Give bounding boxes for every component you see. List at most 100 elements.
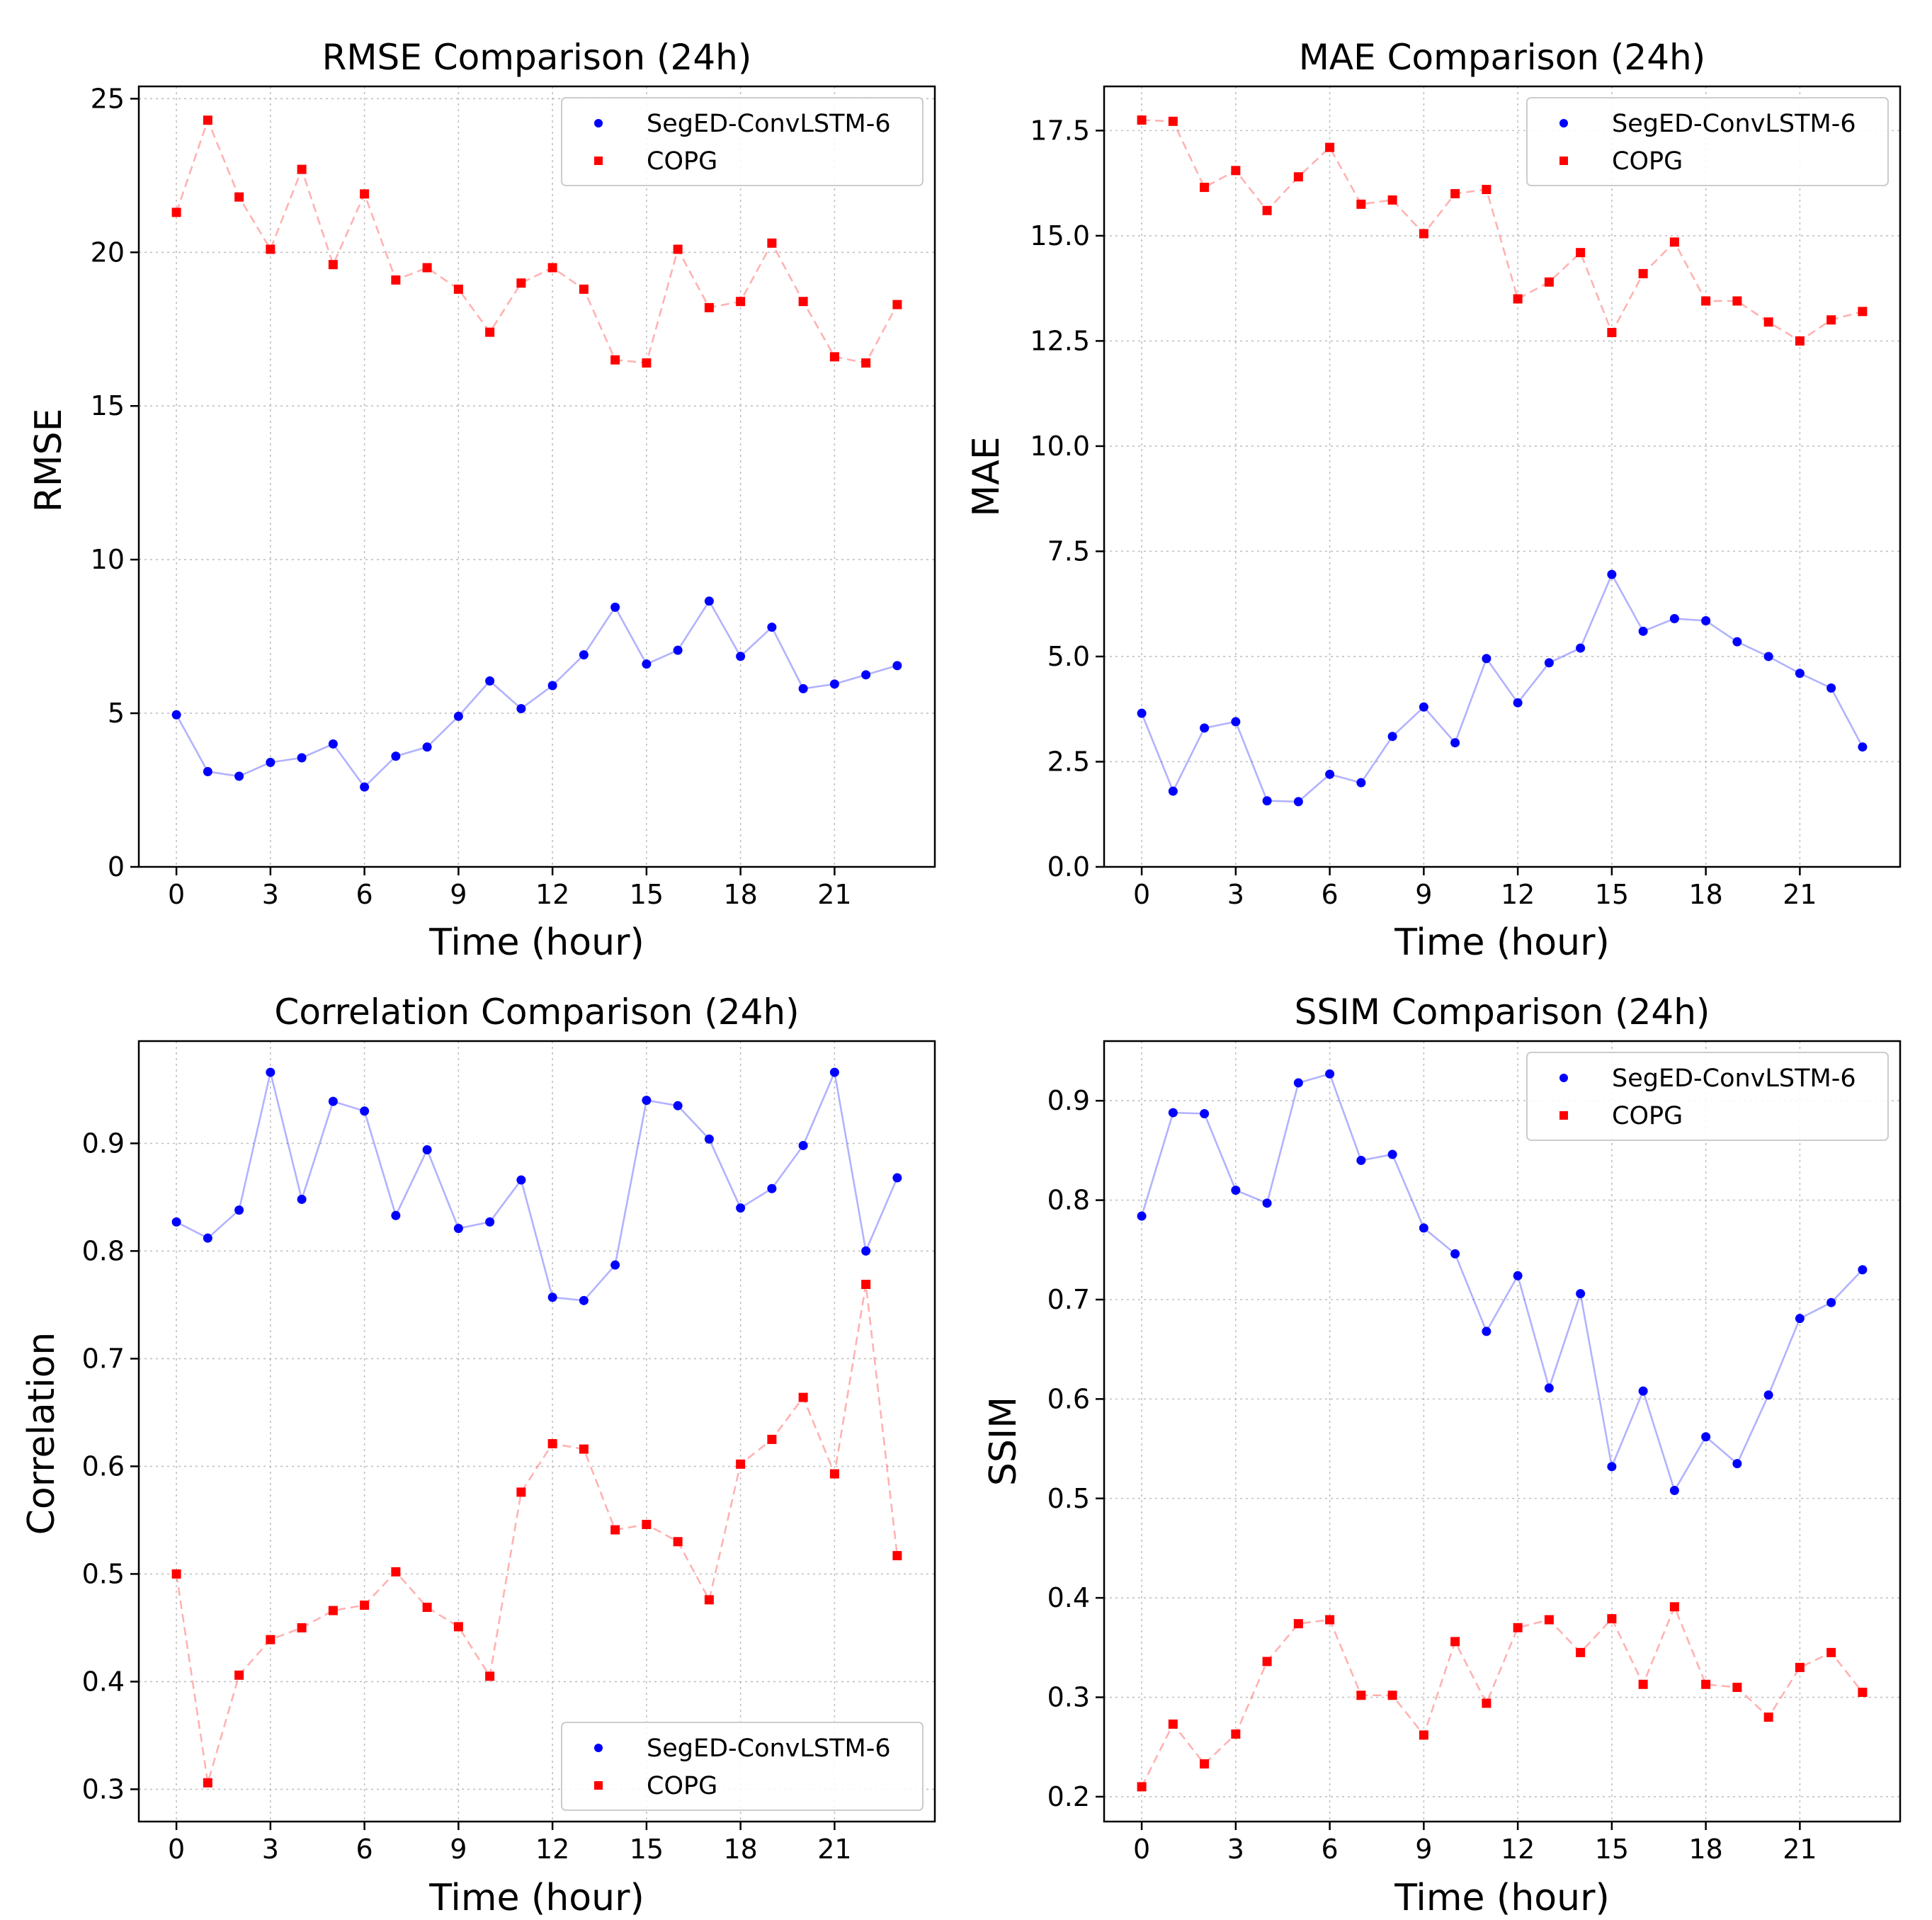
- data-point-copg: [767, 1434, 777, 1444]
- y-tick-label: 0.0: [1047, 851, 1090, 882]
- y-tick-label: 0.3: [82, 1773, 125, 1805]
- x-tick-label: 21: [1783, 1834, 1817, 1865]
- legend-box: [1526, 1052, 1889, 1141]
- data-point-copg: [642, 1519, 652, 1529]
- legend-marker-segedconvlstm: [594, 1744, 603, 1752]
- data-point-segedconvlstm: [1450, 1249, 1460, 1259]
- data-point-segedconvlstm: [171, 710, 181, 720]
- rmse-legend: SegED-ConvLSTM-6 COPG: [561, 97, 924, 186]
- data-point-segedconvlstm: [767, 1183, 777, 1193]
- data-point-copg: [1732, 1682, 1742, 1692]
- y-tick-label: 0.9: [1047, 1085, 1090, 1116]
- ssim-series-lines: [1140, 1072, 1863, 1788]
- data-point-segedconvlstm: [767, 623, 777, 632]
- ssim-grid: [1104, 1041, 1900, 1822]
- data-point-segedconvlstm: [704, 596, 714, 606]
- data-point-segedconvlstm: [203, 1233, 212, 1243]
- data-point-segedconvlstm: [1544, 1383, 1554, 1393]
- data-point-segedconvlstm: [1325, 769, 1335, 779]
- x-tick-label: 15: [1595, 879, 1629, 910]
- legend-label-copg: COPG: [647, 1772, 717, 1800]
- data-point-copg: [610, 355, 620, 365]
- series-line-copg: [175, 1284, 899, 1783]
- data-point-segedconvlstm: [234, 1205, 244, 1215]
- data-point-copg: [1482, 1698, 1491, 1708]
- ssim-panel: SSIM Comparison (24h) Time (hour) SSIM 0…: [982, 992, 1902, 1919]
- data-point-copg: [1419, 1730, 1428, 1740]
- data-point-copg: [1638, 268, 1648, 278]
- correlation-series-lines: [175, 1069, 899, 1783]
- x-tick-label: 3: [1227, 879, 1244, 910]
- ssim-legend: SegED-ConvLSTM-6 COPG: [1526, 1052, 1889, 1141]
- data-point-copg: [266, 1635, 275, 1645]
- data-point-copg: [453, 284, 463, 294]
- legend-box: [1526, 97, 1889, 186]
- data-point-copg: [1137, 115, 1147, 125]
- data-point-copg: [360, 1600, 370, 1610]
- y-tick-label: 0.4: [82, 1666, 125, 1697]
- data-point-copg: [1858, 307, 1868, 317]
- data-point-segedconvlstm: [673, 645, 683, 655]
- data-point-segedconvlstm: [610, 1260, 620, 1270]
- data-point-copg: [642, 358, 652, 368]
- x-tick-label: 3: [1227, 1834, 1244, 1865]
- data-point-copg: [1325, 142, 1335, 152]
- data-point-segedconvlstm: [673, 1101, 683, 1110]
- x-tick-label: 12: [535, 879, 569, 910]
- ssim-xlabel: Time (hour): [1394, 1877, 1609, 1919]
- y-tick-label: 12.5: [1030, 325, 1090, 356]
- data-point-segedconvlstm: [547, 1293, 557, 1302]
- data-point-segedconvlstm: [1137, 1211, 1147, 1221]
- data-point-segedconvlstm: [579, 1295, 589, 1305]
- data-point-segedconvlstm: [1356, 778, 1366, 788]
- mae-ylabel: MAE: [965, 436, 1008, 516]
- ssim-ylabel: SSIM: [982, 1397, 1025, 1486]
- data-point-copg: [1732, 296, 1742, 306]
- data-point-copg: [266, 244, 275, 254]
- data-point-segedconvlstm: [485, 1217, 495, 1227]
- data-point-copg: [1513, 1623, 1523, 1632]
- x-tick-label: 0: [168, 879, 185, 910]
- y-tick-label: 0.9: [82, 1127, 125, 1159]
- legend-marker-segedconvlstm: [1559, 1074, 1568, 1082]
- data-point-copg: [453, 1622, 463, 1632]
- data-point-segedconvlstm: [516, 1175, 526, 1185]
- series-line-copg: [175, 117, 899, 364]
- data-point-copg: [1795, 1662, 1805, 1672]
- correlation-series-markers: [171, 1067, 902, 1788]
- correlation-axes-frame: [137, 1040, 936, 1823]
- rmse-yticks: 0 5 10 15 20 25: [91, 83, 139, 882]
- data-point-copg: [704, 1595, 714, 1605]
- correlation-yticks: 0.3 0.4 0.5 0.6 0.7 0.8 0.9: [82, 1127, 139, 1805]
- series-line-copg: [1142, 119, 1863, 342]
- y-tick-label: 5: [108, 698, 125, 729]
- x-tick-label: 15: [630, 879, 664, 910]
- data-point-copg: [1795, 336, 1805, 346]
- x-tick-label: 0: [1133, 1834, 1150, 1865]
- y-tick-label: 25: [91, 83, 125, 114]
- data-point-segedconvlstm: [422, 1145, 432, 1155]
- data-point-segedconvlstm: [203, 767, 212, 777]
- ssim-axes-frame: [1103, 1040, 1902, 1823]
- data-point-copg: [1576, 1647, 1586, 1657]
- rmse-title: RMSE Comparison (24h): [322, 37, 752, 78]
- data-point-copg: [1356, 1691, 1366, 1700]
- y-tick-label: 15.0: [1030, 220, 1090, 251]
- data-point-segedconvlstm: [1858, 1265, 1868, 1275]
- legend-label-segedconvlstm: SegED-ConvLSTM-6: [647, 110, 891, 138]
- rmse-series-markers: [171, 115, 902, 792]
- y-tick-label: 0: [108, 851, 125, 882]
- ssim-xticks: 0 3 6 9 12 15 18 21: [1133, 1822, 1817, 1865]
- data-point-copg: [1450, 1637, 1460, 1647]
- data-point-copg: [1262, 205, 1272, 215]
- data-point-segedconvlstm: [1137, 708, 1147, 718]
- data-point-segedconvlstm: [798, 1140, 808, 1150]
- data-point-copg: [1293, 1619, 1303, 1629]
- x-tick-label: 6: [356, 879, 373, 910]
- y-tick-label: 0.6: [1047, 1383, 1090, 1414]
- data-point-copg: [798, 1392, 808, 1402]
- data-point-copg: [1607, 1614, 1617, 1624]
- y-tick-label: 20: [91, 237, 125, 268]
- data-point-segedconvlstm: [704, 1134, 714, 1144]
